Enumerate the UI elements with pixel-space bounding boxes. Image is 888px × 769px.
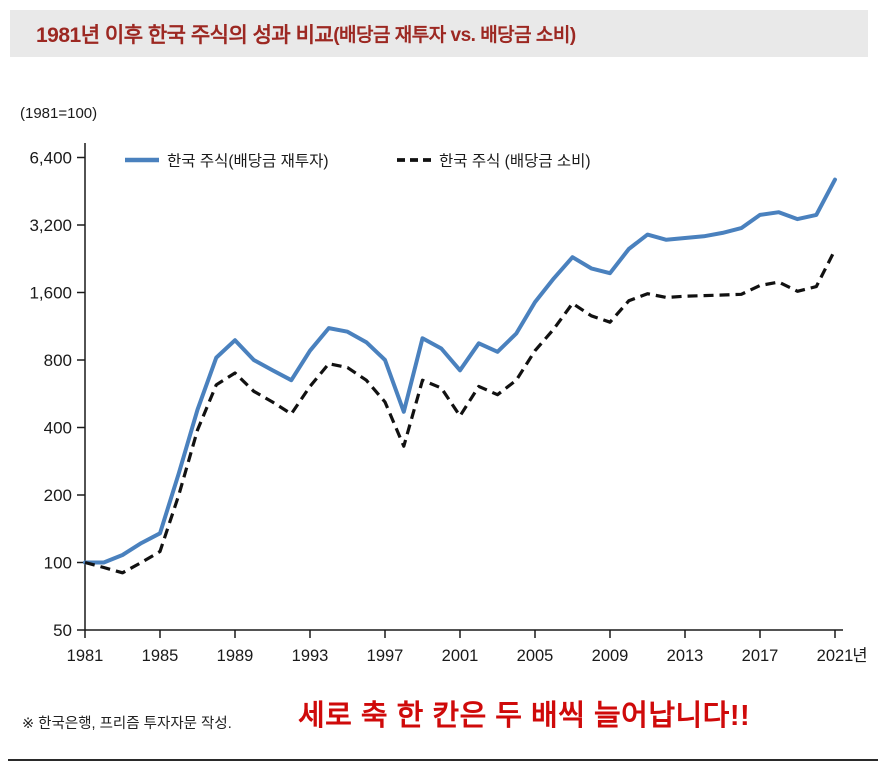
y-tick-label: 6,400 xyxy=(29,149,72,168)
y-tick-label: 100 xyxy=(44,554,72,573)
series-line-1 xyxy=(84,249,837,575)
page-title: 1981년 이후 한국 주식의 성과 비교 xyxy=(36,23,334,47)
series-line-0 xyxy=(83,177,837,565)
x-tick-label: 1989 xyxy=(217,647,254,665)
y-tick-label: 200 xyxy=(44,486,72,505)
x-tick-label: 1997 xyxy=(367,647,404,665)
legend-label-1: 한국 주식 (배당금 소비) xyxy=(439,152,591,170)
x-axis-unit: 년 xyxy=(852,646,867,665)
x-tick-label: 2013 xyxy=(667,647,704,665)
y-tick-label: 800 xyxy=(44,351,72,370)
y-tick-label: 3,200 xyxy=(29,216,72,235)
x-tick-label: 1993 xyxy=(292,647,329,665)
bottom-divider xyxy=(8,759,878,761)
page-subtitle: (배당금 재투자 vs. 배당금 소비) xyxy=(333,25,576,46)
performance-line-chart: 50 100 200 400 800 1,600 3,200 6,400 1981 1985 198… xyxy=(29,143,868,665)
y-axis-unit-label: (1981=100) xyxy=(20,105,98,122)
y-tick-label: 50 xyxy=(53,621,72,640)
source-note: ※ 한국은행, 프리즘 투자자문 작성. xyxy=(22,716,232,732)
legend-label-0: 한국 주식(배당금 재투자) xyxy=(167,152,329,170)
x-tick-label: 2005 xyxy=(517,647,554,665)
x-tick-label: 2009 xyxy=(592,647,629,665)
x-tick-label: 1985 xyxy=(142,647,179,665)
x-tick-label: 2021 xyxy=(817,647,854,665)
x-tick-label: 2017 xyxy=(742,647,779,665)
x-tick-label: 1981 xyxy=(67,647,104,665)
y-tick-label: 1,600 xyxy=(29,284,72,303)
handwritten-annotation: 세로 축 한 칸은 두 배씩 늘어납니다!! xyxy=(298,700,751,732)
y-tick-label: 400 xyxy=(44,419,72,438)
chart-title-bar: 1981년 이후 한국 주식의 성과 비교 (배당금 재투자 vs. 배당금 소비… xyxy=(10,10,868,57)
x-tick-label: 2001 xyxy=(442,647,479,665)
